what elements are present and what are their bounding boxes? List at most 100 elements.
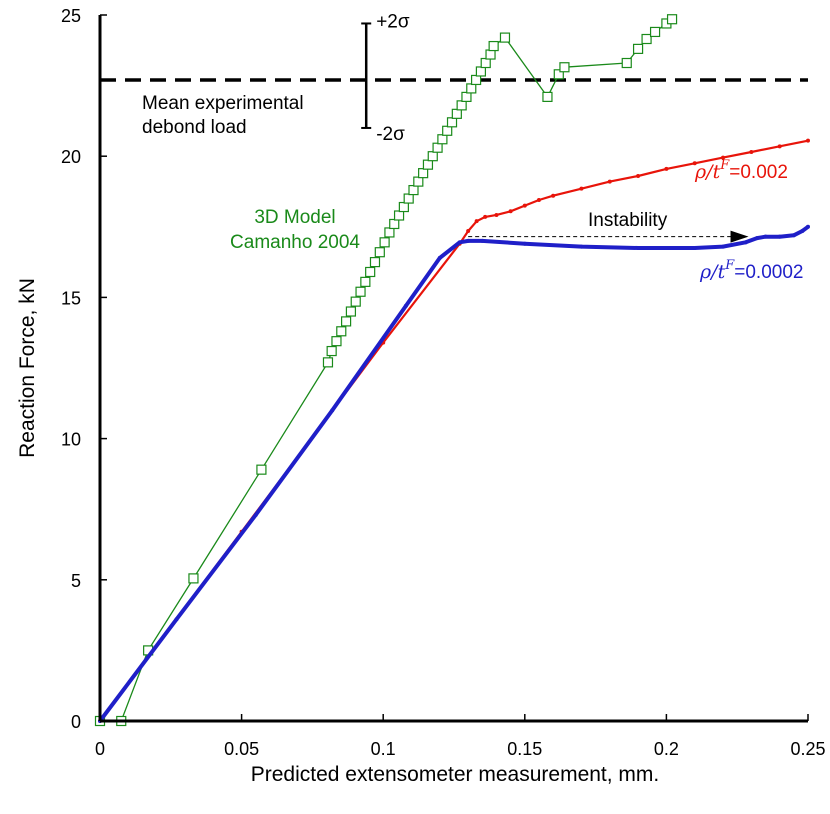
data-point [499,32,511,43]
data-point [553,69,564,80]
y-tick-label: 0 [71,712,81,732]
data-point [456,100,467,111]
data-point [721,155,726,160]
data-point [326,345,337,357]
data-point [485,49,496,60]
blue-series-label: ρ/tF=0.0002 [699,258,803,283]
red-label-value: =0.002 [729,162,788,183]
data-point [508,209,513,214]
blue-label-sup: F [724,258,735,273]
series-0 [94,14,678,727]
data-point [389,218,400,230]
model-label-line2: Camanho 2004 [230,232,360,253]
data-point [721,244,726,249]
x-axis-title: Predicted extensometer measurement, mm. [251,763,660,786]
data-point [446,117,458,128]
data-point [427,151,438,162]
data-point [806,224,810,229]
data-point [641,33,652,45]
data-point [256,464,267,475]
reference-line-label-line2: debond load [142,117,247,138]
data-point [379,237,390,248]
data-point [692,161,697,166]
data-point [494,212,499,217]
data-point [413,176,424,187]
data-point [466,229,471,234]
plot-area [94,14,810,727]
data-point [374,247,385,258]
data-point [542,91,553,102]
data-point [345,306,357,317]
error-bar-lower-label: -2σ [376,124,405,145]
data-point [480,57,491,69]
series-2 [98,224,810,723]
data-point [360,276,371,287]
data-point [579,244,584,249]
x-tick-label: 0.05 [224,739,259,759]
x-tick-label: 0.15 [507,739,542,759]
series-1 [98,138,810,723]
data-point [461,91,472,102]
data-point [806,138,810,143]
data-point [398,201,409,213]
data-point [636,245,641,250]
y-axis-title: Reaction Force, kN [16,278,39,458]
data-point [422,159,434,170]
model-label-line1: 3D Model [254,207,335,228]
data-point [536,197,541,202]
y-tick-label: 20 [61,147,81,167]
data-point [551,193,556,198]
data-point [621,57,632,69]
data-point [466,238,471,243]
data-point [632,43,644,54]
data-point [488,40,499,52]
data-point [418,168,429,179]
data-point [253,512,258,517]
axes [98,15,808,723]
red-series-label: ρ/tF=0.002 [694,158,788,183]
y-tick-label: 15 [61,288,81,308]
red-label-prefix: ρ/t [694,161,721,183]
data-point [369,257,381,268]
data-point [457,240,462,245]
data-point [800,229,805,234]
series-line [98,225,810,723]
data-point [355,286,366,297]
data-point [432,142,443,153]
data-point [649,26,661,38]
data-point [437,255,442,260]
data-point [749,149,754,154]
data-point [743,240,748,245]
data-point [393,210,405,221]
x-tick-label: 0 [95,739,105,759]
blue-label-prefix: ρ/t [699,261,726,283]
data-point [664,166,669,171]
reference-line-label-line1: Mean experimental [142,93,304,114]
x-tick-label: 0.25 [790,739,825,759]
error-bar-upper-label: +2σ [376,11,410,32]
series-line [99,139,809,722]
data-point [666,14,678,25]
y-tick-label: 25 [61,6,81,26]
data-point [330,408,335,413]
data-point [522,203,527,208]
data-point [480,238,485,243]
data-point [475,66,487,77]
data-point [755,236,760,241]
data-point [350,296,361,307]
data-point [636,173,641,178]
data-point [466,83,477,94]
data-point [451,108,462,119]
data-point [470,74,482,86]
data-point [442,125,453,136]
data-point [322,357,334,368]
x-tick-label: 0.1 [371,739,396,759]
data-point [403,303,408,308]
data-point [437,134,448,145]
data-point [336,326,347,337]
data-point [763,234,768,239]
data-point [174,617,179,622]
data-point [403,193,414,204]
data-point [408,184,419,196]
blue-label-value: =0.0002 [734,262,803,283]
